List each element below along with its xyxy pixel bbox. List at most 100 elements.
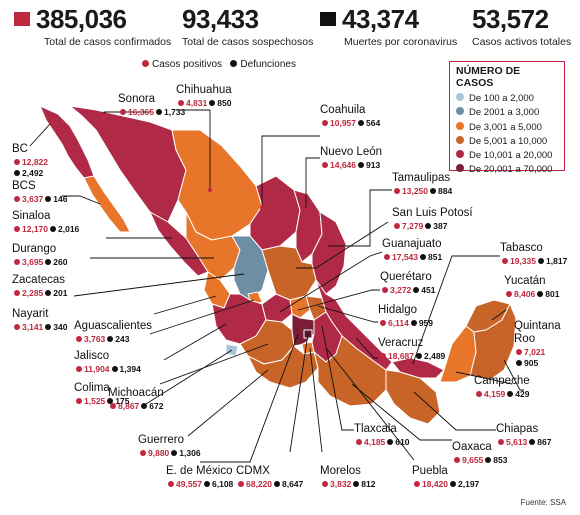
active-label: Casos activos totales xyxy=(472,36,572,48)
range-dot-icon xyxy=(456,135,464,144)
state-positive: 3,637 xyxy=(22,194,44,204)
state-positive: 8,867 xyxy=(118,401,140,411)
state-name: Colima xyxy=(74,382,110,394)
stat-active: 53,572 Casos activos totales xyxy=(472,4,571,48)
state-positive: 4,159 xyxy=(484,389,506,399)
region-coahuila xyxy=(249,175,301,251)
region-bcs xyxy=(83,175,131,233)
state-deaths: 913 xyxy=(366,160,381,170)
label-tamaulipas: Tamaulipas 13,250 884 xyxy=(392,172,452,197)
label-morelos: Morelos 3,832 812 xyxy=(320,465,375,490)
state-deaths: 1,733 xyxy=(164,107,186,117)
deaths-dot-icon xyxy=(538,258,544,264)
positive-dot-icon xyxy=(476,391,482,397)
deaths-dot-icon xyxy=(50,226,56,232)
state-name: Hidalgo xyxy=(378,304,417,316)
range-dot-icon xyxy=(456,164,464,173)
state-deaths: 801 xyxy=(545,289,560,299)
state-name: Michoacán xyxy=(108,387,164,399)
label-yucatan: Yucatán 8,406 801 xyxy=(504,275,559,300)
stat-suspected: 93,433 Total de casos sospechosos xyxy=(182,4,313,48)
state-name: Puebla xyxy=(412,465,448,477)
positive-dot-icon xyxy=(110,403,116,409)
state-deaths: 451 xyxy=(421,285,436,295)
state-deaths: 201 xyxy=(53,288,68,298)
state-deaths: 2,489 xyxy=(424,351,446,361)
label-sonora: Sonora 16,365 1,733 xyxy=(118,93,185,118)
state-deaths: 905 xyxy=(524,358,539,368)
source-note: Fuente: SSA xyxy=(520,498,566,507)
label-nayarit: Nayarit 3,141 340 xyxy=(12,308,67,333)
label-coahuila: Coahuila 10,957 564 xyxy=(320,104,380,129)
region-tabasco xyxy=(391,357,445,379)
state-positive: 5,613 xyxy=(506,437,528,447)
state-deaths: 564 xyxy=(366,118,381,128)
state-positive: 4,831 xyxy=(186,98,208,108)
state-name: Guerrero xyxy=(138,434,185,446)
state-name: BC xyxy=(12,143,28,155)
deaths-dot-icon xyxy=(358,120,364,126)
state-positive: 14,646 xyxy=(330,160,356,170)
deaths-dot-icon xyxy=(353,481,360,487)
legend-row: De 20,001 a 70,000 xyxy=(456,163,558,177)
state-positive: 49,557 xyxy=(176,479,202,489)
state-positive: 68,220 xyxy=(246,479,272,489)
state-deaths: 260 xyxy=(53,257,68,267)
state-deaths: 2,197 xyxy=(458,479,480,489)
legend-range-label: De 20,001 a 70,000 xyxy=(469,164,553,176)
legend-row: De 100 a 2,000 xyxy=(456,92,558,106)
positive-dot-icon xyxy=(238,481,244,487)
state-positive: 11,904 xyxy=(84,364,110,374)
label-edomex: E. de México 49,557 6,108 xyxy=(166,465,233,490)
label-hidalgo: Hidalgo 6,114 959 xyxy=(378,304,433,329)
legend-range-label: De 100 a 2,000 xyxy=(469,93,534,104)
deaths-dot-icon xyxy=(516,360,522,366)
label-puebla: Puebla 18,420 2,197 xyxy=(412,465,479,490)
legend-dots: Casos positivos Defunciones xyxy=(142,59,296,70)
state-name: Tlaxcala xyxy=(354,423,397,435)
state-name: Jalisco xyxy=(74,350,110,362)
state-name: Coahuila xyxy=(320,104,366,116)
label-durango: Durango 3,695 260 xyxy=(12,243,67,268)
label-sinaloa: Sinaloa 12,170 2,016 xyxy=(12,210,79,235)
label-campeche: Campeche 4,159 429 xyxy=(474,375,530,400)
deaths-dot-icon xyxy=(156,109,162,115)
deaths-dot-icon xyxy=(358,162,364,168)
deaths-dot-icon xyxy=(537,291,544,297)
state-deaths: 175 xyxy=(115,396,130,406)
positive-dot-icon xyxy=(142,60,149,67)
positive-dot-icon xyxy=(14,196,20,202)
state-name: CDMX xyxy=(236,465,270,477)
positive-dot-icon xyxy=(394,188,400,194)
state-positive: 19,335 xyxy=(510,256,536,266)
label-oaxaca: Oaxaca 9,655 853 xyxy=(452,441,507,466)
positive-dot-icon xyxy=(14,226,20,232)
label-guanajuato: Guanajuato 17,543 851 xyxy=(382,238,442,263)
label-tlaxcala: Tlaxcala 4,185 610 xyxy=(354,423,409,448)
state-name: Nuevo León xyxy=(320,146,383,158)
state-deaths: 610 xyxy=(395,437,410,447)
state-positive: 18,687 xyxy=(388,351,414,361)
state-positive: 6,114 xyxy=(388,318,409,328)
state-name: Chiapas xyxy=(496,423,539,435)
state-deaths: 1,306 xyxy=(179,448,201,458)
state-deaths: 243 xyxy=(115,334,130,344)
label-chiapas: Chiapas 5,613 867 xyxy=(496,423,551,448)
state-name: E. de México xyxy=(166,465,233,477)
confirmed-label: Total de casos confirmados xyxy=(44,36,172,48)
positive-dot-icon xyxy=(120,109,126,115)
legend-row: De 2001 a 3,000 xyxy=(456,106,558,120)
positive-dot-icon xyxy=(414,481,420,487)
deaths-dot-icon xyxy=(141,403,148,409)
stat-deaths: 43,374 Muertes por coronavirus xyxy=(320,4,457,48)
state-name: Tamaulipas xyxy=(392,172,451,184)
label-nuevo-leon: Nuevo León 14,646 913 xyxy=(320,146,382,171)
state-deaths: 850 xyxy=(217,98,232,108)
state-positive: 1,525 xyxy=(84,396,106,406)
deaths-value: 43,374 xyxy=(342,4,419,34)
positive-dot-icon xyxy=(168,481,174,487)
state-deaths: 853 xyxy=(493,455,508,465)
deaths-dot-icon xyxy=(410,320,417,326)
label-jalisco: Jalisco 11,904 1,394 xyxy=(74,350,141,375)
